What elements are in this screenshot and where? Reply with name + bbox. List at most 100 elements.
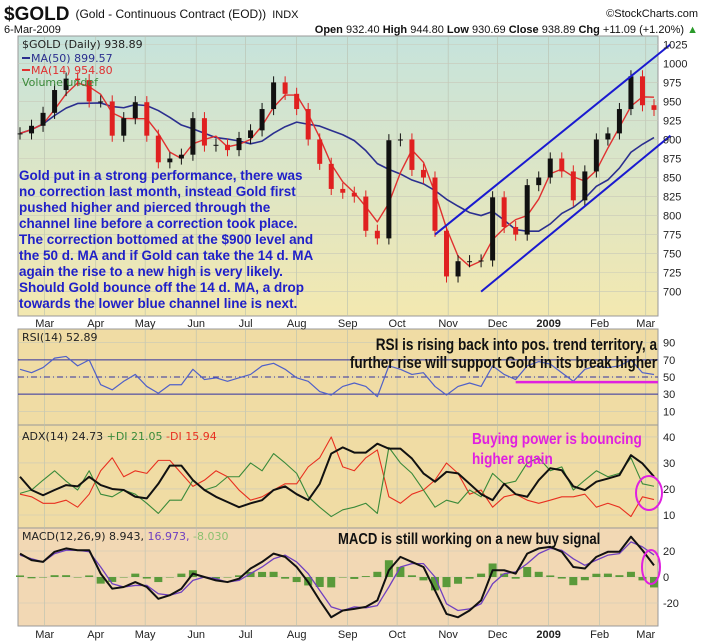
macd-series bbox=[16, 535, 658, 619]
macd-histogram-bar bbox=[165, 577, 174, 578]
month-label: Feb bbox=[590, 629, 609, 641]
macd-histogram-bar bbox=[430, 577, 439, 591]
price-candle bbox=[305, 109, 311, 140]
macd-histogram-bar bbox=[119, 577, 128, 578]
macd-histogram-bar bbox=[96, 577, 105, 584]
macd-legend-label: MACD(12,26,9) 8.943, bbox=[22, 530, 144, 543]
price-candle bbox=[224, 144, 230, 151]
price-legend: $GOLD (Daily) 938.89 MA(50) 899.57 MA(14… bbox=[22, 38, 143, 89]
adx-annotation-line-1: Buying power is bouncing bbox=[472, 431, 642, 448]
price-candle bbox=[259, 109, 265, 131]
adx-tick-label: 30 bbox=[663, 458, 675, 470]
adx-highlight-circle bbox=[635, 475, 663, 511]
adx-tick-label: 40 bbox=[663, 432, 675, 444]
price-tick-label: 950 bbox=[663, 96, 681, 108]
month-label: Jul bbox=[239, 318, 253, 330]
month-label: Oct bbox=[389, 629, 406, 641]
month-label: Mar bbox=[35, 318, 54, 330]
month-label: Mar bbox=[636, 629, 655, 641]
month-label: Apr bbox=[87, 318, 104, 330]
price-series bbox=[17, 43, 672, 293]
macd-highlight-circle bbox=[641, 549, 661, 585]
price-candle bbox=[397, 139, 403, 141]
grid-lines bbox=[18, 36, 658, 626]
price-tick-label: 825 bbox=[663, 192, 681, 204]
rsi-legend: RSI(14) 52.89 bbox=[22, 331, 97, 344]
rsi-annotation-line-1: RSI is rising back into pos. trend terri… bbox=[376, 336, 658, 355]
upper-channel-line bbox=[434, 43, 672, 236]
rsi-tick-label: 70 bbox=[663, 355, 675, 367]
price-candle bbox=[582, 171, 588, 201]
month-label: Aug bbox=[287, 629, 307, 641]
price-candle bbox=[593, 139, 599, 172]
macd-histogram-bar bbox=[258, 571, 267, 577]
macd-histogram-bar bbox=[108, 577, 117, 582]
price-candle bbox=[478, 260, 484, 262]
price-candle bbox=[98, 101, 104, 103]
macd-histogram-bar bbox=[557, 577, 566, 579]
axis-labels: Mar Mar Apr Apr May May Jun Jun Jul Jul Aug Aug Sep S… bbox=[35, 39, 687, 641]
macd-histogram-bar bbox=[384, 560, 393, 577]
price-candle bbox=[86, 80, 92, 102]
month-label: May bbox=[135, 318, 156, 330]
month-label: Mar bbox=[35, 629, 54, 641]
price-candle bbox=[536, 177, 542, 186]
adx-annotation-line-2: higher again bbox=[472, 451, 553, 468]
macd-histogram-bar bbox=[569, 577, 578, 586]
price-candle bbox=[201, 118, 207, 146]
macd-tick-label: 0 bbox=[663, 572, 669, 584]
macd-tick-label: -20 bbox=[663, 598, 679, 610]
macd-histogram-bar bbox=[442, 577, 451, 588]
main-annotation-line: towards the lower blue channel line is n… bbox=[19, 296, 297, 311]
ohlc-summary: Open 932.40 High 944.80 Low 930.69 Close… bbox=[315, 24, 698, 36]
macd-histogram-bar bbox=[361, 576, 370, 577]
macd-histogram-bar bbox=[315, 577, 324, 588]
chart-header: $GOLD (Gold - Continuous Contract (EOD))… bbox=[4, 4, 698, 36]
rsi-tick-label: 10 bbox=[663, 406, 675, 418]
month-label: 2009 bbox=[536, 629, 560, 641]
price-candle bbox=[282, 82, 288, 94]
main-annotation-line: no correction last month, instead Gold f… bbox=[19, 184, 296, 199]
macd-histogram-bar bbox=[350, 577, 359, 579]
month-label: Nov bbox=[438, 318, 458, 330]
macd-histogram-bar bbox=[223, 577, 232, 578]
price-candle bbox=[132, 102, 138, 119]
price-candle bbox=[40, 112, 46, 126]
price-tick-label: 775 bbox=[663, 230, 681, 242]
symbol-title: $GOLD bbox=[4, 4, 69, 25]
main-annotation: Gold put in a strong performance, there … bbox=[19, 168, 314, 311]
macd-histogram-bar bbox=[396, 566, 405, 577]
adx-legend: ADX(14) 24.73 +DI 21.05 -DI 15.94 bbox=[22, 430, 217, 443]
price-tick-label: 875 bbox=[663, 154, 681, 166]
macd-histogram-bar bbox=[281, 577, 290, 579]
macd-histogram-bar bbox=[454, 577, 463, 584]
price-candle bbox=[559, 158, 565, 172]
price-candle bbox=[651, 105, 657, 110]
price-candle bbox=[178, 154, 184, 159]
price-candle bbox=[75, 78, 81, 81]
volume-legend: Volume undef bbox=[22, 76, 99, 89]
macd-histogram-bar bbox=[142, 577, 151, 579]
price-tick-label: 900 bbox=[663, 134, 681, 146]
price-candle bbox=[317, 139, 323, 164]
price-candle bbox=[386, 140, 392, 239]
rsi-annotation-line-2: further rise will support Gold in its br… bbox=[350, 354, 657, 373]
price-candle bbox=[490, 197, 496, 261]
macd-histogram-bar bbox=[327, 577, 336, 588]
price-candle bbox=[17, 133, 23, 135]
adx-tick-label: 10 bbox=[663, 510, 675, 522]
price-candle bbox=[444, 230, 450, 277]
month-label: Dec bbox=[488, 629, 508, 641]
macd-histogram-bar bbox=[131, 573, 140, 577]
macd-histogram-bar bbox=[85, 575, 94, 577]
month-label: Jul bbox=[239, 629, 253, 641]
month-label: May bbox=[135, 629, 156, 641]
month-label: Mar bbox=[636, 318, 655, 330]
macd-histogram-bar bbox=[592, 573, 601, 577]
macd-histogram-bar bbox=[235, 575, 244, 577]
rsi-tick-label: 50 bbox=[663, 372, 675, 384]
macd-histogram-bar bbox=[246, 571, 255, 577]
macd-histogram-bar bbox=[177, 573, 186, 577]
price-candle bbox=[467, 261, 473, 263]
